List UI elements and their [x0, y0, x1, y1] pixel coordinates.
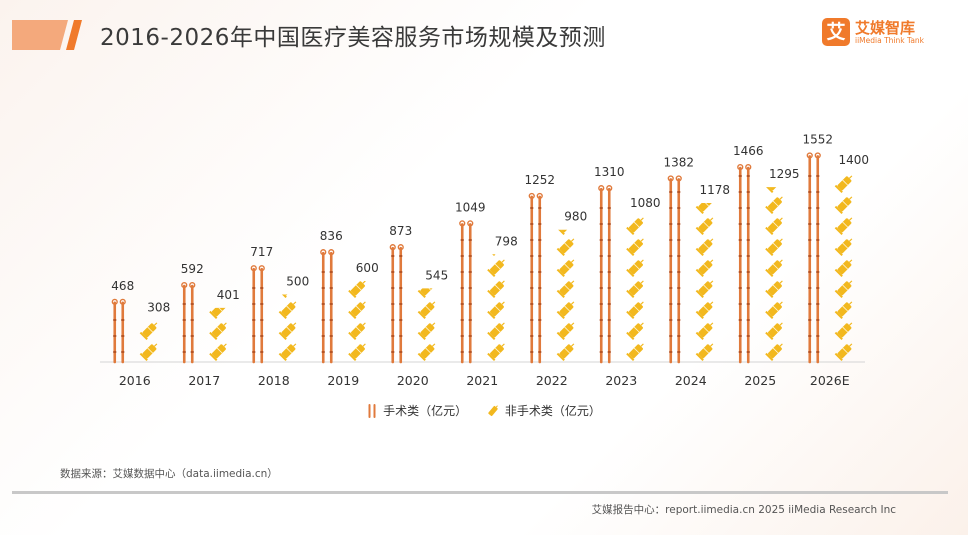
bar-surgical-2017	[181, 281, 196, 364]
data-label-surgical-2020: 873	[389, 224, 412, 238]
page-title: 2016-2026年中国医疗美容服务市场规模及预测	[100, 25, 606, 51]
data-label-non-surgical-2025: 1295	[769, 167, 800, 181]
legend-item-surgical: 手术类（亿元）	[367, 402, 467, 419]
legend-label-non-surgical: 非手术类（亿元）	[504, 404, 601, 418]
bar-surgical-2016	[111, 298, 126, 364]
data-label-non-surgical-2019: 600	[356, 261, 379, 275]
surgical-scissors-icon	[368, 403, 376, 418]
bar-surgical-2022	[528, 192, 543, 364]
bar-surgical-2025	[737, 163, 752, 364]
bar-non-surgical-2022	[556, 229, 575, 362]
data-label-non-surgical-2016: 308	[147, 300, 170, 314]
source-note: 数据来源：艾媒数据中心（data.iimedia.cn）	[60, 468, 278, 480]
brand-logo: 艾 艾媒智库 iiMedia Think Tank	[822, 18, 932, 50]
bar-non-surgical-2019	[348, 281, 366, 362]
footer-text: 艾媒报告中心：report.iimedia.cn 2025 iiMedia Re…	[591, 504, 896, 516]
data-label-non-surgical-2018: 500	[286, 275, 309, 289]
data-label-non-surgical-2021: 798	[495, 234, 518, 248]
logo-cn: 艾媒智库	[855, 19, 916, 37]
bar-surgical-2018	[250, 265, 265, 364]
data-label-surgical-2016: 468	[111, 279, 134, 293]
x-tick-label-2017: 2017	[188, 373, 220, 388]
data-label-surgical-2019: 836	[320, 229, 343, 243]
x-tick-label-2026E: 2026E	[810, 373, 850, 388]
bar-non-surgical-2020	[417, 288, 436, 362]
bar-non-surgical-2018	[278, 294, 297, 362]
data-label-non-surgical-2017: 401	[217, 288, 240, 302]
data-label-surgical-2018: 717	[250, 245, 273, 259]
footer-divider	[12, 491, 948, 494]
logo-mark: 艾	[822, 18, 850, 46]
x-tick-label-2025: 2025	[744, 373, 776, 388]
bar-non-surgical-2025	[765, 187, 783, 362]
bar-surgical-2023	[598, 185, 613, 364]
bar-non-surgical-2021	[487, 254, 505, 362]
data-label-surgical-2023: 1310	[594, 165, 625, 179]
x-tick-label-2024: 2024	[675, 373, 707, 388]
data-label-non-surgical-2024: 1178	[699, 183, 730, 197]
bar-surgical-2019	[320, 249, 335, 364]
x-tick-label-2023: 2023	[605, 373, 637, 388]
data-label-surgical-2024: 1382	[663, 155, 694, 169]
bar-non-surgical-2016	[139, 322, 158, 362]
data-label-surgical-2026E: 1552	[802, 132, 833, 146]
x-tick-label-2019: 2019	[327, 373, 359, 388]
data-label-non-surgical-2020: 545	[425, 268, 448, 282]
bar-non-surgical-2024	[695, 202, 714, 362]
market-size-chart: 468 308 2016 592 401 2017 717 500 2018 836 600 2019…	[100, 132, 869, 388]
legend-label-surgical: 手术类（亿元）	[383, 404, 468, 418]
data-label-surgical-2017: 592	[181, 262, 204, 276]
header-accent-stripes	[12, 20, 82, 50]
x-tick-label-2020: 2020	[397, 373, 429, 388]
bar-surgical-2024	[667, 175, 682, 364]
data-label-surgical-2022: 1252	[524, 173, 555, 187]
data-label-surgical-2025: 1466	[733, 144, 764, 158]
legend-item-non-surgical: 非手术类（亿元）	[487, 402, 601, 419]
bar-surgical-2026E	[806, 152, 821, 364]
bar-surgical-2020	[389, 244, 404, 364]
bar-non-surgical-2023	[626, 217, 644, 362]
data-label-surgical-2021: 1049	[455, 200, 486, 214]
bar-surgical-2021	[459, 220, 474, 364]
chart-legend: 手术类（亿元） 非手术类（亿元）	[0, 402, 968, 421]
bar-non-surgical-2017	[209, 307, 227, 362]
x-tick-label-2016: 2016	[119, 373, 151, 388]
data-label-non-surgical-2023: 1080	[630, 196, 661, 210]
syringe-icon	[488, 404, 498, 416]
bar-non-surgical-2026E	[834, 175, 853, 362]
data-label-non-surgical-2026E: 1400	[838, 153, 869, 167]
logo-en: iiMedia Think Tank	[855, 36, 925, 45]
data-label-non-surgical-2022: 980	[564, 210, 587, 224]
x-tick-label-2018: 2018	[258, 373, 290, 388]
x-tick-label-2021: 2021	[466, 373, 498, 388]
x-tick-label-2022: 2022	[536, 373, 568, 388]
